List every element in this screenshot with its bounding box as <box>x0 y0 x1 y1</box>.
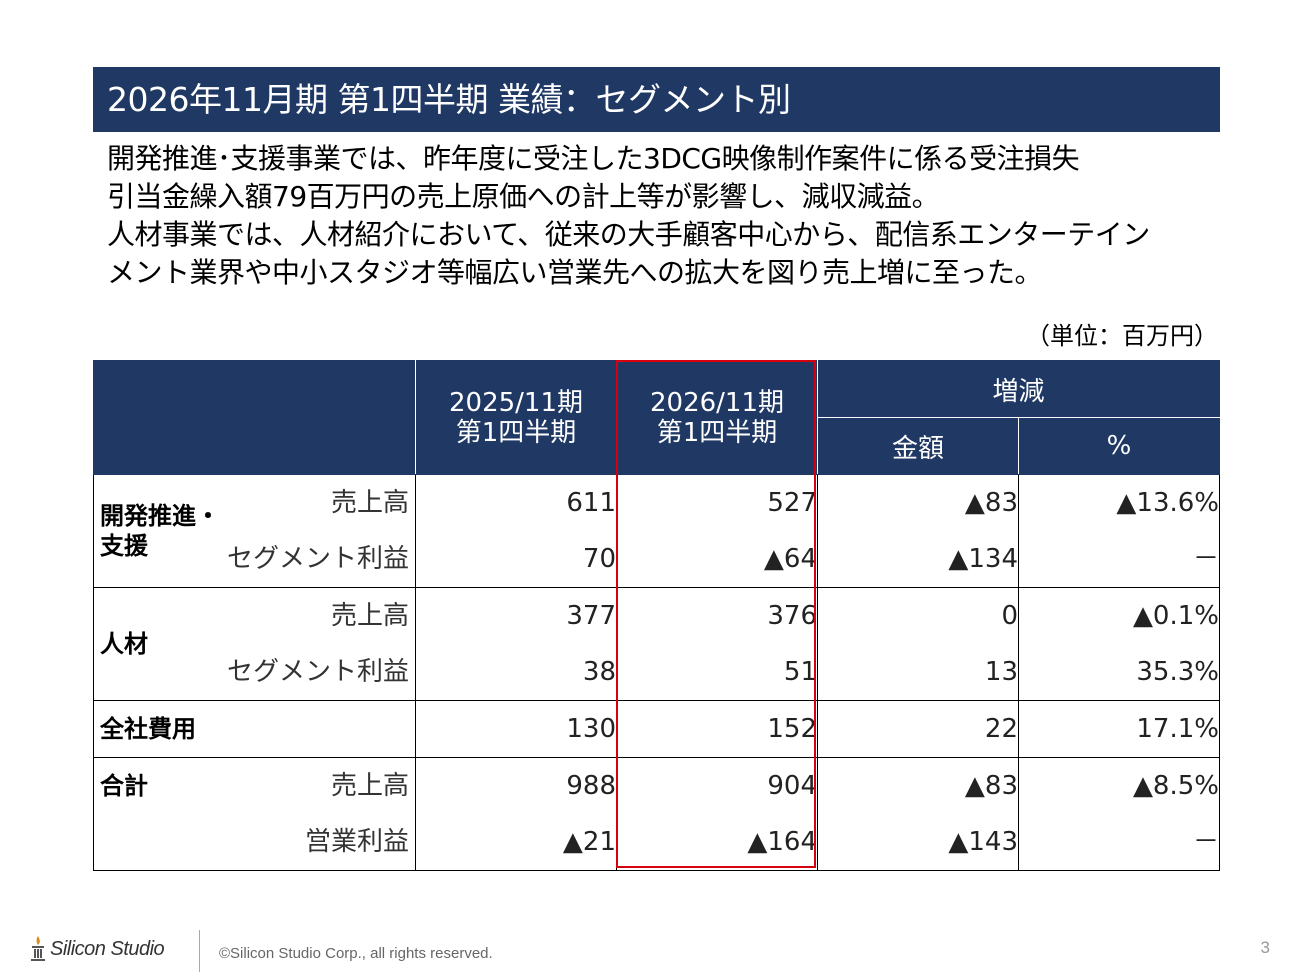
curr-values: 376 51 <box>616 587 818 701</box>
value-cell: 904 <box>767 771 817 801</box>
value-cell: ▲83 <box>964 488 1018 518</box>
value-cell: 988 <box>566 771 616 801</box>
value-cell: 51 <box>783 657 817 687</box>
curr-values: 904 ▲164 <box>616 757 818 871</box>
item-label: セグメント利益 <box>226 544 409 574</box>
item-label: セグメント利益 <box>226 657 409 687</box>
value-cell: ▲134 <box>948 544 1018 574</box>
value-cell: 130 <box>566 714 616 744</box>
amount-values: 0 13 <box>817 587 1019 701</box>
segment-name-line: 合計 <box>100 772 148 800</box>
prev-values: 611 70 <box>415 474 617 588</box>
header-prev-period-line1: 2025/11期 <box>448 387 583 418</box>
value-cell: － <box>1192 544 1219 574</box>
item-label: 売上高 <box>330 771 409 801</box>
segment-items: 売上高 セグメント利益 <box>227 588 409 700</box>
table-row: 全社費用 130 152 22 17.1% <box>93 700 1220 758</box>
value-cell: ▲8.5% <box>1132 771 1219 801</box>
header-percent: % <box>1018 417 1220 475</box>
value-cell: ▲21 <box>562 827 616 857</box>
description-line: 人材事業では、人材紹介において、従来の大手顧客中心から、配信系エンターテイン <box>107 218 1150 251</box>
segment-name: 開発推進・ 支援 <box>100 501 220 561</box>
description-line: 引当金繰入額79百万円の売上原価への計上等が影響し、減収減益。 <box>107 180 940 213</box>
table-row: 人材 売上高 セグメント利益 377 38 376 51 0 13 ▲0.1% … <box>93 587 1220 701</box>
header-curr-period-line2: 第1四半期 <box>656 417 778 448</box>
segment-name: 合計 <box>100 771 148 801</box>
item-label: 営業利益 <box>304 827 409 857</box>
segment-name-line: 人材 <box>100 630 148 658</box>
header-change: 増減 <box>817 360 1220 418</box>
value-cell: 611 <box>566 488 616 518</box>
value-cell: ▲164 <box>747 827 817 857</box>
segment-cell: 全社費用 <box>93 700 416 758</box>
value-cell: ▲143 <box>948 827 1018 857</box>
value-cell: 17.1% <box>1136 714 1219 744</box>
value-cell: 13 <box>984 657 1018 687</box>
value-cell: 527 <box>767 488 817 518</box>
segment-name: 人材 <box>100 629 148 659</box>
segment-name-line: 全社費用 <box>100 715 196 743</box>
description-line: 開発推進･支援事業では、昨年度に受注した3DCG映像制作案件に係る受注損失 <box>107 142 1080 175</box>
company-logo: Silicon Studio <box>30 932 165 966</box>
value-cell: ▲83 <box>964 771 1018 801</box>
segment-cell: 合計 売上高 営業利益 <box>93 757 416 871</box>
value-cell: 377 <box>566 601 616 631</box>
footer-divider <box>199 930 200 972</box>
percent-values: ▲0.1% 35.3% <box>1018 587 1220 701</box>
curr-values: 527 ▲64 <box>616 474 818 588</box>
value-cell: － <box>1192 827 1219 857</box>
page-number: 3 <box>1260 938 1270 957</box>
item-label: 売上高 <box>330 601 409 631</box>
prev-values: 130 <box>415 700 617 758</box>
segment-items: 売上高 営業利益 <box>305 758 409 870</box>
value-cell: 35.3% <box>1136 657 1219 687</box>
value-cell: 152 <box>767 714 817 744</box>
header-curr-period: 2026/11期 第1四半期 <box>616 360 818 475</box>
prev-values: 988 ▲21 <box>415 757 617 871</box>
segment-table: 2025/11期 第1四半期 2026/11期 第1四半期 増減 金額 % 開発… <box>93 360 1220 871</box>
description-text: 開発推進･支援事業では、昨年度に受注した3DCG映像制作案件に係る受注損失 引当… <box>107 140 1217 292</box>
header-amount: 金額 <box>817 417 1019 475</box>
value-cell: 22 <box>984 714 1018 744</box>
percent-values: 17.1% <box>1018 700 1220 758</box>
value-cell: 38 <box>582 657 616 687</box>
segment-name-line: 支援 <box>100 532 148 560</box>
value-cell: ▲0.1% <box>1132 601 1219 631</box>
value-cell: 376 <box>767 601 817 631</box>
segment-cell: 開発推進・ 支援 売上高 セグメント利益 <box>93 474 416 588</box>
slide-title: 2026年11月期 第1四半期 業績：セグメント別 <box>93 67 1220 132</box>
unit-note: （単位：百万円） <box>1026 322 1218 350</box>
header-prev-period-line2: 第1四半期 <box>455 417 577 448</box>
percent-values: ▲13.6% － <box>1018 474 1220 588</box>
amount-values: 22 <box>817 700 1019 758</box>
value-cell: 0 <box>1001 601 1018 631</box>
copyright-text: ©Silicon Studio Corp., all rights reserv… <box>219 945 493 962</box>
amount-values: ▲83 ▲134 <box>817 474 1019 588</box>
header-blank <box>93 360 416 475</box>
header-curr-period-line1: 2026/11期 <box>649 387 784 418</box>
curr-values: 152 <box>616 700 818 758</box>
logo-text: Silicon Studio <box>50 937 165 960</box>
logo-icon <box>30 935 46 963</box>
item-label: 売上高 <box>330 488 409 518</box>
value-cell: 70 <box>582 544 616 574</box>
amount-values: ▲83 ▲143 <box>817 757 1019 871</box>
description-line: メント業界や中小スタジオ等幅広い営業先への拡大を図り売上増に至った。 <box>107 256 1043 289</box>
value-cell: ▲64 <box>763 544 817 574</box>
segment-cell: 人材 売上高 セグメント利益 <box>93 587 416 701</box>
table-row: 合計 売上高 営業利益 988 ▲21 904 ▲164 ▲83 ▲143 ▲8… <box>93 757 1220 871</box>
header-prev-period: 2025/11期 第1四半期 <box>415 360 617 475</box>
segment-items: 売上高 セグメント利益 <box>227 475 409 587</box>
prev-values: 377 38 <box>415 587 617 701</box>
percent-values: ▲8.5% － <box>1018 757 1220 871</box>
segment-name: 全社費用 <box>100 714 196 744</box>
segment-name-line: 開発推進・ <box>100 502 220 530</box>
value-cell: ▲13.6% <box>1116 488 1219 518</box>
table-row: 開発推進・ 支援 売上高 セグメント利益 611 70 527 ▲64 ▲83 … <box>93 474 1220 588</box>
